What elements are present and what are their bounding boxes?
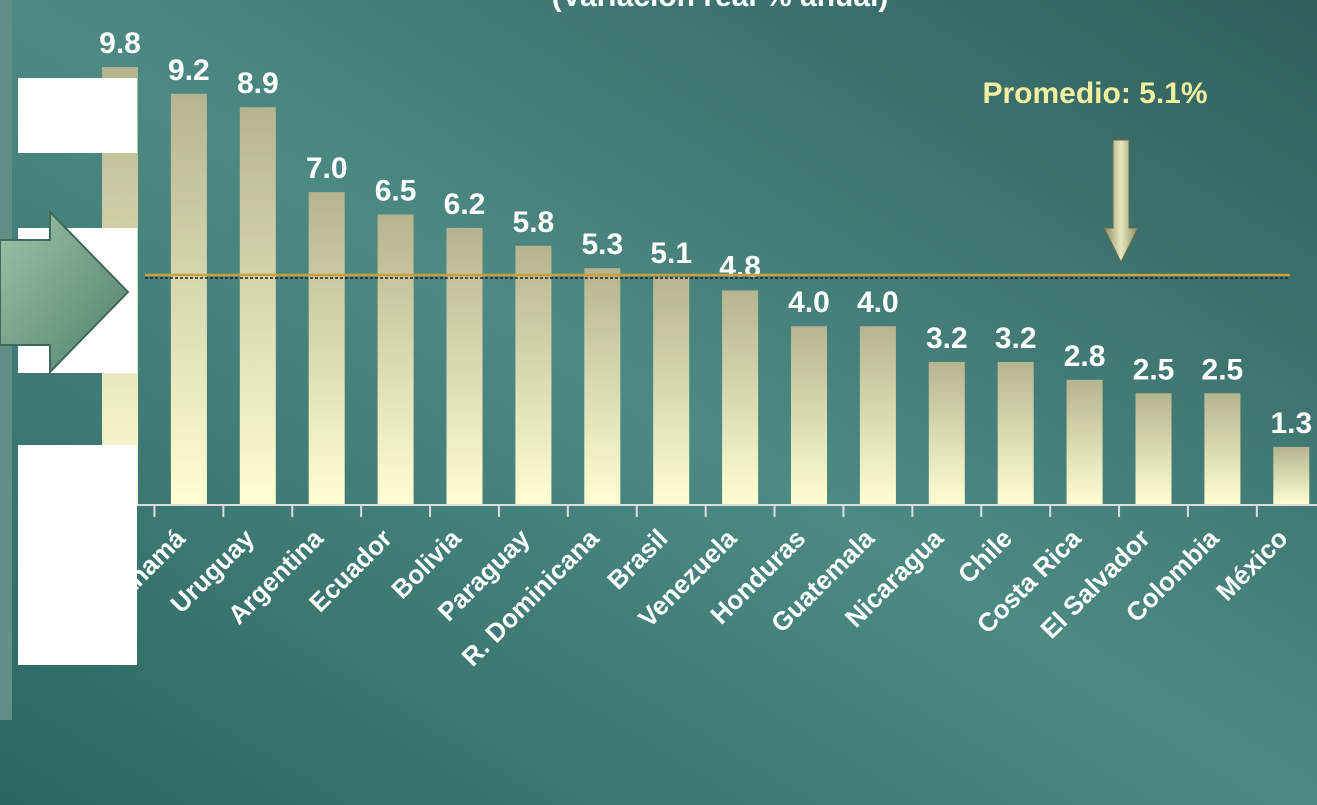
value-label: 5.1 bbox=[650, 237, 692, 270]
bar bbox=[1135, 393, 1172, 505]
value-label: 5.8 bbox=[513, 206, 555, 239]
value-label: 6.2 bbox=[444, 188, 486, 221]
white-box bbox=[18, 445, 137, 665]
bar bbox=[446, 227, 483, 506]
bar bbox=[1273, 446, 1310, 505]
value-label: 6.5 bbox=[375, 174, 417, 207]
bar bbox=[997, 361, 1034, 505]
decoration bbox=[0, 78, 137, 665]
bar bbox=[1066, 379, 1103, 505]
value-label: 5.3 bbox=[581, 228, 623, 261]
bar bbox=[928, 361, 965, 505]
chart-subtitle: (Variación real % anual) bbox=[552, 0, 889, 13]
bar bbox=[859, 326, 896, 505]
bar bbox=[515, 245, 552, 505]
bar bbox=[1204, 393, 1241, 505]
bar bbox=[170, 93, 207, 505]
value-label: 3.2 bbox=[995, 322, 1037, 355]
value-label: 8.9 bbox=[237, 67, 279, 100]
bar bbox=[653, 277, 690, 505]
value-label: 2.5 bbox=[1202, 353, 1244, 386]
arrow bbox=[0, 209, 130, 375]
bar bbox=[722, 290, 759, 505]
value-label: 4.0 bbox=[788, 286, 830, 319]
value-label: 4.0 bbox=[857, 286, 899, 319]
bar bbox=[377, 214, 414, 505]
value-label: 3.2 bbox=[926, 322, 968, 355]
bar bbox=[791, 326, 827, 505]
bar bbox=[239, 107, 276, 505]
value-label: 2.8 bbox=[1064, 340, 1106, 373]
value-label: 9.2 bbox=[168, 54, 210, 87]
value-label: 1.3 bbox=[1270, 407, 1312, 440]
side-strip bbox=[0, 0, 12, 720]
value-label: 7.0 bbox=[306, 152, 348, 185]
down-arrow bbox=[1103, 139, 1139, 264]
bar bbox=[584, 268, 621, 505]
average-label: Promedio: 5.1% bbox=[982, 77, 1207, 110]
value-label: 2.5 bbox=[1133, 353, 1175, 386]
value-label: 9.8 bbox=[99, 27, 141, 60]
white-box bbox=[18, 78, 137, 153]
bar bbox=[308, 192, 345, 505]
